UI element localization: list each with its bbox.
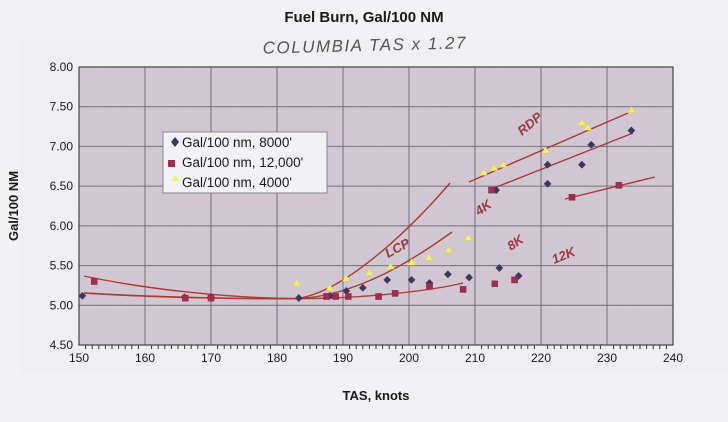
svg-text:5.50: 5.50: [50, 259, 74, 273]
svg-text:7.00: 7.00: [50, 139, 74, 153]
svg-text:190: 190: [333, 351, 353, 365]
svg-text:Fuel Burn, Gal/100 NM: Fuel Burn, Gal/100 NM: [284, 9, 443, 26]
svg-text:210: 210: [465, 351, 485, 365]
svg-text:Gal/100 nm, 4000': Gal/100 nm, 4000': [182, 175, 292, 190]
svg-text:4.50: 4.50: [50, 338, 74, 352]
svg-text:220: 220: [531, 351, 551, 365]
svg-text:200: 200: [399, 351, 419, 365]
svg-text:150: 150: [69, 351, 89, 365]
svg-text:5.00: 5.00: [50, 298, 74, 312]
svg-text:Gal/100 nm, 12,000': Gal/100 nm, 12,000': [182, 155, 303, 170]
svg-text:8.00: 8.00: [50, 60, 74, 74]
svg-text:160: 160: [135, 351, 155, 365]
svg-text:6.00: 6.00: [50, 219, 74, 233]
svg-text:170: 170: [201, 351, 221, 365]
svg-text:240: 240: [663, 351, 683, 365]
svg-text:230: 230: [597, 351, 617, 365]
svg-text:Gal/100 nm, 8000': Gal/100 nm, 8000': [182, 135, 292, 150]
svg-text:180: 180: [267, 351, 287, 365]
svg-text:TAS, knots: TAS, knots: [343, 388, 410, 403]
svg-text:Gal/100 NM: Gal/100 NM: [6, 171, 21, 241]
svg-text:6.50: 6.50: [50, 179, 74, 193]
svg-text:7.50: 7.50: [50, 100, 74, 114]
